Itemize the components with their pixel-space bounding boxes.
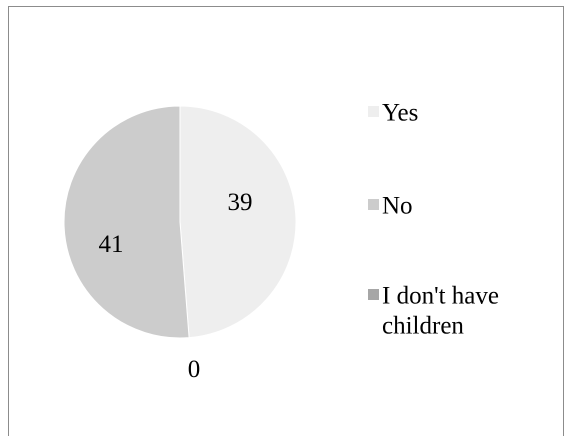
legend-label-3-line-1: I don't have bbox=[382, 283, 499, 310]
data-label-3: 0 bbox=[188, 356, 201, 383]
legend-label-1: Yes bbox=[382, 100, 418, 127]
pie-slices bbox=[63, 105, 297, 339]
legend-marker-1 bbox=[368, 106, 379, 117]
pie-slice-1 bbox=[179, 105, 297, 339]
legend-marker-2 bbox=[368, 199, 379, 210]
legend-label-2: No bbox=[382, 193, 413, 220]
pie-chart: 39 41 0 Yes No I don't have children bbox=[63, 100, 499, 383]
pie-slice-2 bbox=[63, 105, 190, 339]
data-label-2: 41 bbox=[99, 231, 124, 258]
pie-data-labels: 39 41 0 bbox=[99, 189, 253, 383]
legend: Yes No I don't have children bbox=[368, 100, 499, 340]
legend-label-3-line-2: children bbox=[382, 313, 464, 340]
data-label-1: 39 bbox=[228, 189, 253, 216]
legend-marker-3 bbox=[368, 289, 379, 300]
